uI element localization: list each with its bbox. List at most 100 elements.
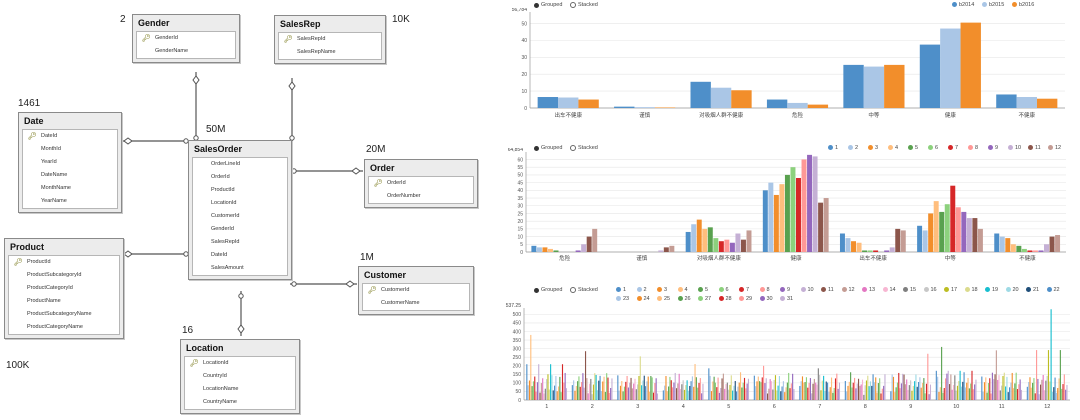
legend-item[interactable]: 13 — [862, 287, 875, 293]
bar — [785, 387, 787, 400]
bar — [1001, 385, 1003, 400]
legend-item[interactable]: 18 — [964, 287, 978, 293]
bar — [599, 375, 601, 400]
stacked-radio[interactable]: Stacked — [569, 2, 598, 8]
legend-item[interactable]: 10 — [1008, 145, 1021, 151]
column-row: YearId — [23, 156, 117, 169]
legend-item[interactable]: b2016 — [1012, 2, 1034, 8]
legend-item[interactable]: 26 — [677, 296, 691, 302]
legend-item[interactable]: 10 — [800, 287, 814, 293]
bar — [972, 389, 974, 400]
table-product[interactable]: Product 🔑︎ ProductId ProductSubcategoryId… — [4, 238, 124, 339]
legend-label: 11 — [1035, 145, 1041, 151]
grouped-radio[interactable]: Grouped — [534, 2, 562, 8]
legend-item[interactable]: 8 — [968, 145, 978, 151]
table-date[interactable]: Date 🔑︎ DateId MonthId YearId DateName Mo… — [18, 112, 122, 213]
bar — [591, 394, 593, 400]
table-salesrep[interactable]: SalesRep 🔑︎ SalesRepId SalesRepName — [274, 15, 386, 64]
legend-item[interactable]: 23 — [616, 296, 629, 302]
bar — [945, 378, 947, 400]
legend-item[interactable]: 24 — [636, 296, 650, 302]
stacked-radio[interactable]: Stacked — [569, 287, 598, 293]
legend-item[interactable]: 11 — [1028, 145, 1041, 151]
column-name: LocationId — [211, 200, 237, 206]
legend-item[interactable]: 3 — [868, 145, 878, 151]
legend-item[interactable]: 15 — [903, 287, 916, 293]
bar — [792, 373, 794, 400]
legend-item[interactable]: 16 — [923, 287, 937, 293]
grouped-radio[interactable]: Grouped — [534, 287, 562, 293]
table-customer[interactable]: Customer 🔑︎ CustomerId CustomerName — [358, 266, 474, 315]
bar — [1055, 235, 1061, 252]
legend-item[interactable]: 22 — [1046, 287, 1060, 293]
bar — [801, 159, 807, 252]
bar — [903, 374, 905, 400]
legend-item[interactable]: 29 — [739, 296, 752, 302]
legend-item[interactable]: 4 — [677, 287, 688, 293]
bar — [590, 378, 592, 400]
table-salesorder[interactable]: SalesOrder OrderLineId OrderId ProductId… — [188, 140, 292, 280]
table-gender[interactable]: Gender 🔑︎ GenderId GenderName — [132, 14, 240, 63]
column-name: SalesAmount — [211, 265, 244, 271]
bar — [833, 388, 835, 400]
bar — [1003, 372, 1005, 400]
bar — [527, 385, 529, 400]
legend-item[interactable]: b2014 — [952, 2, 974, 8]
legend-item[interactable]: 21 — [1026, 287, 1039, 293]
legend-item[interactable]: 27 — [698, 296, 711, 302]
legend-item[interactable]: 14 — [882, 287, 896, 293]
legend-item[interactable]: 5 — [908, 145, 918, 151]
legend-item[interactable]: 28 — [718, 296, 732, 302]
bar — [686, 380, 688, 400]
bar — [531, 245, 537, 252]
legend-item[interactable]: 19 — [985, 287, 998, 293]
legend-item[interactable]: 11 — [821, 287, 834, 293]
table-columns: 🔑︎ OrderId OrderNumber — [368, 176, 474, 204]
legend-item[interactable]: 4 — [888, 145, 898, 151]
x-tick-label: 健康 — [790, 254, 802, 262]
grouped-radio[interactable]: Grouped — [534, 145, 562, 151]
legend-item[interactable]: 2 — [636, 287, 647, 293]
legend-item[interactable]: 8 — [759, 287, 770, 293]
column-name: SalesRepId — [211, 239, 240, 245]
legend-item[interactable]: 17 — [944, 287, 957, 293]
column-row: ProductName — [9, 295, 119, 308]
legend-item[interactable]: 1 — [828, 145, 838, 151]
y-tick-label: 350 — [513, 338, 522, 344]
bar — [790, 383, 792, 400]
column-name: ProductCategoryId — [27, 285, 73, 291]
legend-item[interactable]: 6 — [718, 287, 729, 293]
legend-label: 12 — [1055, 145, 1062, 151]
legend-item[interactable]: 9 — [988, 145, 998, 151]
legend-item[interactable]: 6 — [928, 145, 938, 151]
stacked-radio[interactable]: Stacked — [569, 145, 598, 151]
bar — [532, 381, 535, 400]
legend-item[interactable]: 7 — [948, 145, 958, 151]
legend-item[interactable]: 3 — [657, 287, 667, 293]
legend-item[interactable]: 31 — [780, 296, 793, 302]
legend-item[interactable]: 12 — [841, 287, 855, 293]
legend-item[interactable]: 25 — [657, 296, 670, 302]
column-row: 🔑︎ LocationId — [185, 357, 295, 370]
table-location[interactable]: Location 🔑︎ LocationId CountryId Location… — [180, 339, 300, 414]
y-tick-label: 10 — [517, 234, 523, 240]
legend-item[interactable]: 12 — [1048, 145, 1061, 151]
legend-item[interactable]: 30 — [759, 296, 773, 302]
legend-item[interactable]: 9 — [780, 287, 790, 293]
legend-item[interactable]: 1 — [616, 287, 626, 293]
bar — [588, 383, 591, 400]
column-row: SalesRepId — [193, 236, 287, 249]
legend-item[interactable]: b2015 — [982, 2, 1004, 8]
x-tick-label: 健康 — [945, 111, 957, 119]
legend-item[interactable]: 7 — [739, 287, 749, 293]
bar — [843, 64, 864, 108]
bar — [880, 393, 882, 400]
bar — [963, 372, 965, 400]
table-order[interactable]: Order 🔑︎ OrderId OrderNumber — [364, 159, 478, 208]
legend-item[interactable]: 20 — [1005, 287, 1019, 293]
bar — [707, 227, 713, 252]
bar — [1045, 380, 1047, 400]
legend-item[interactable]: 2 — [848, 145, 858, 151]
legend-item[interactable]: 5 — [698, 287, 708, 293]
bar — [1038, 394, 1040, 400]
